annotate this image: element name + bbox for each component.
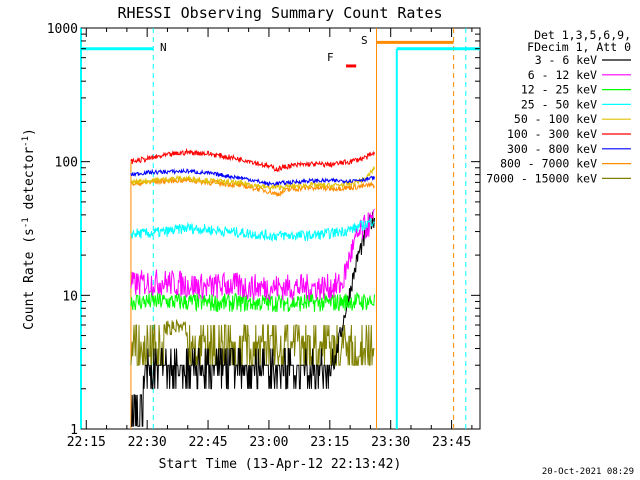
series-line xyxy=(130,290,375,313)
chart-title: RHESSI Observing Summary Count Rates xyxy=(117,4,442,22)
legend-entry-label: 7000 - 15000 keV xyxy=(486,171,597,185)
legend-header-line2: FDecim 1, Att 0 xyxy=(527,40,631,54)
annotation-f: F xyxy=(327,51,334,64)
legend-entry-label: 300 - 800 keV xyxy=(507,142,597,156)
y-tick-label: 10 xyxy=(62,289,78,304)
x-tick-label: 22:15 xyxy=(67,435,106,450)
series-layer xyxy=(130,147,375,427)
series-line xyxy=(130,167,375,187)
x-tick-label: 23:15 xyxy=(310,435,349,450)
series-line xyxy=(130,208,375,302)
legend-entry-label: 6 - 12 keV xyxy=(528,68,597,82)
x-tick-label: 22:30 xyxy=(128,435,167,450)
legend-entry-label: 25 - 50 keV xyxy=(521,97,597,111)
x-tick-label: 23:30 xyxy=(371,435,410,450)
legend-entry-label: 100 - 300 keV xyxy=(507,127,597,141)
y-axis-label-end: ) xyxy=(22,128,37,136)
legend-entry-label: 50 - 100 keV xyxy=(514,112,597,126)
y-axis-label: Count Rate (s-1 detector-1) xyxy=(21,128,37,330)
series-line xyxy=(130,211,375,427)
y-tick-label: 1 xyxy=(70,423,78,438)
x-tick-label: 22:45 xyxy=(188,435,227,450)
legend: Det 1,3,5,6,9, FDecim 1, Att 0 3 - 6 keV… xyxy=(486,28,631,185)
instrument-state-markers xyxy=(80,28,480,429)
y-tick-label: 1000 xyxy=(47,22,78,37)
y-tick-label: 100 xyxy=(55,156,78,171)
y-axis-label-sup2: -1 xyxy=(21,136,31,147)
legend-entry-label: 3 - 6 keV xyxy=(535,53,597,67)
legend-entry-label: 800 - 7000 keV xyxy=(500,157,597,171)
series-line xyxy=(130,147,375,173)
series-line xyxy=(130,318,375,366)
annotation-n: N xyxy=(160,41,167,54)
legend-entry-label: 12 - 25 keV xyxy=(521,83,597,97)
x-tick-label: 23:45 xyxy=(432,435,471,450)
footer-timestamp: 20-Oct-2021 08:29 xyxy=(542,467,634,477)
axes: 22:15 22:30 22:45 23:00 23:15 23:30 23:45 1 10 10… xyxy=(47,22,480,450)
y-axis-label-sup1: -1 xyxy=(21,217,31,228)
series-line xyxy=(130,217,375,242)
series-line xyxy=(130,176,375,197)
plot-frame xyxy=(80,27,481,430)
y-axis-label-main: Count Rate (s xyxy=(22,228,37,330)
legend-header-line1: Det 1,3,5,6,9, xyxy=(534,28,631,42)
series-line xyxy=(130,166,375,192)
annotation-s: S xyxy=(361,34,368,47)
x-tick-label: 23:00 xyxy=(249,435,288,450)
y-axis-label-mid: detector xyxy=(22,147,37,218)
x-axis-label: Start Time (13-Apr-12 22:13:42) xyxy=(159,457,402,472)
